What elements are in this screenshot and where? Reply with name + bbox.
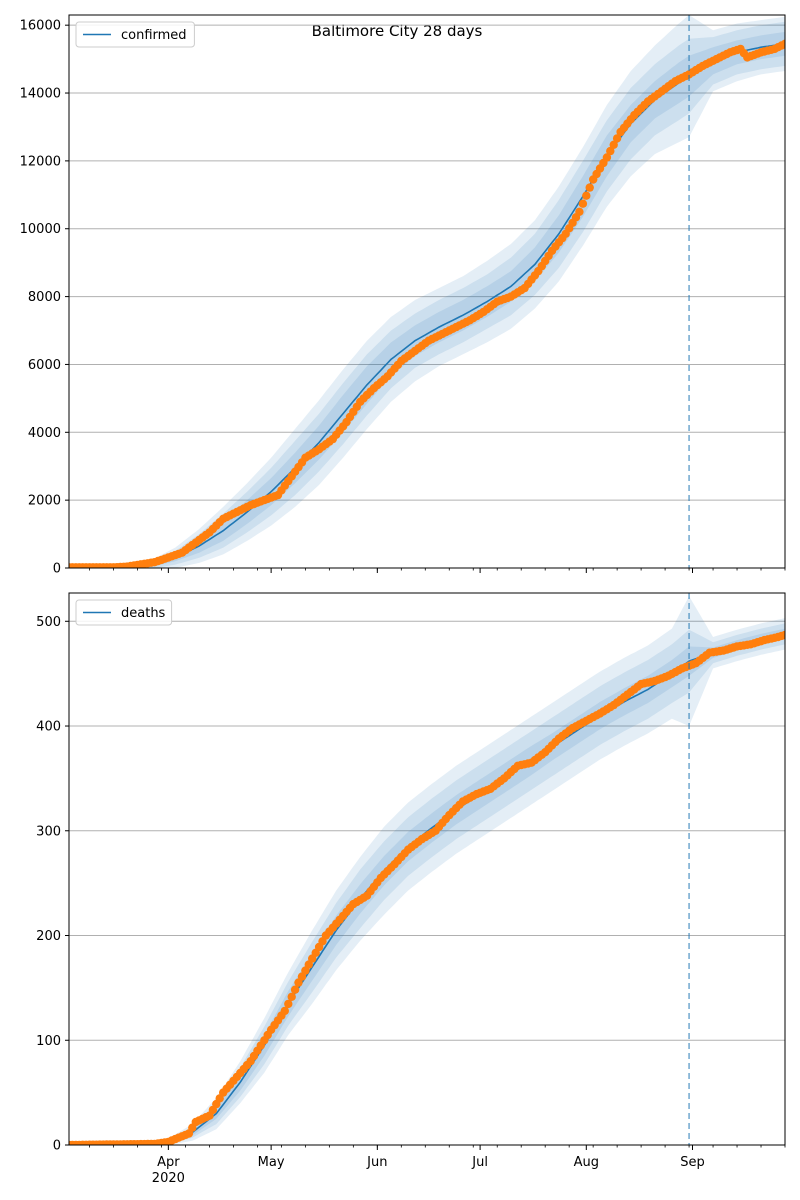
- x-tick-label: Jul: [471, 1155, 488, 1170]
- y-tick-label: 4000: [28, 426, 61, 441]
- figure-suptitle: Baltimore City 28 days: [312, 22, 483, 40]
- x-tick-label: May: [258, 1155, 285, 1170]
- observed-point: [609, 140, 618, 149]
- legend: deaths: [75, 599, 173, 626]
- uncertainty-band-3: [69, 15, 785, 568]
- x-tick-label: Aug: [574, 1155, 599, 1170]
- observed-point: [582, 191, 591, 200]
- legend-box: [75, 21, 195, 48]
- observed-point: [280, 1006, 289, 1016]
- y-tick-label: 100: [36, 1034, 61, 1049]
- y-tick-label: 0: [53, 562, 61, 577]
- axes-frame: [68, 14, 786, 569]
- observed-point: [612, 134, 622, 143]
- y-tick-label: 2000: [28, 494, 61, 509]
- observed-point: [287, 992, 296, 1001]
- y-tick-label: 400: [36, 720, 61, 735]
- plot-area: [69, 596, 785, 1145]
- y-tick-label: 10000: [20, 222, 61, 237]
- observed-point: [585, 183, 594, 192]
- uncertainty-band-3: [69, 596, 785, 1145]
- confirmed-panel: 0 2000 4000 6000 8000 10000 12000 14000 16000 con…: [20, 14, 786, 577]
- observed-point: [578, 199, 588, 208]
- x-tick-label: Sep: [680, 1155, 705, 1170]
- plot-area: [69, 15, 785, 568]
- y-tick-label: 200: [36, 929, 61, 944]
- y-tick-label: 14000: [20, 87, 61, 102]
- observed-point: [606, 146, 615, 156]
- y-tick-label: 0: [53, 1139, 61, 1154]
- y-tick-label: 500: [36, 615, 61, 630]
- x-tick-label: Apr: [157, 1155, 180, 1170]
- y-tick-label: 12000: [20, 154, 61, 169]
- observed-point: [575, 207, 584, 216]
- observed-point: [290, 985, 300, 994]
- axes-frame: [68, 592, 786, 1146]
- observed-point: [780, 630, 785, 640]
- y-tick-label: 8000: [28, 290, 61, 305]
- x-year-label: 2020: [152, 1171, 185, 1186]
- legend: confirmed: [75, 21, 195, 48]
- y-tick-label: 300: [36, 824, 61, 839]
- observed-point: [284, 999, 293, 1009]
- observed-point: [602, 153, 612, 162]
- legend-box: [75, 599, 173, 626]
- deaths-panel: 0 100 200 300 400 500 Apr May Jun Jul Aug Sep 2020 de…: [36, 592, 786, 1186]
- legend-label: deaths: [121, 606, 166, 621]
- y-tick-label: 6000: [28, 358, 61, 373]
- legend-label: confirmed: [121, 28, 187, 43]
- y-tick-label: 16000: [20, 19, 61, 34]
- x-tick-label: Jun: [366, 1155, 387, 1170]
- observed-point: [780, 39, 785, 48]
